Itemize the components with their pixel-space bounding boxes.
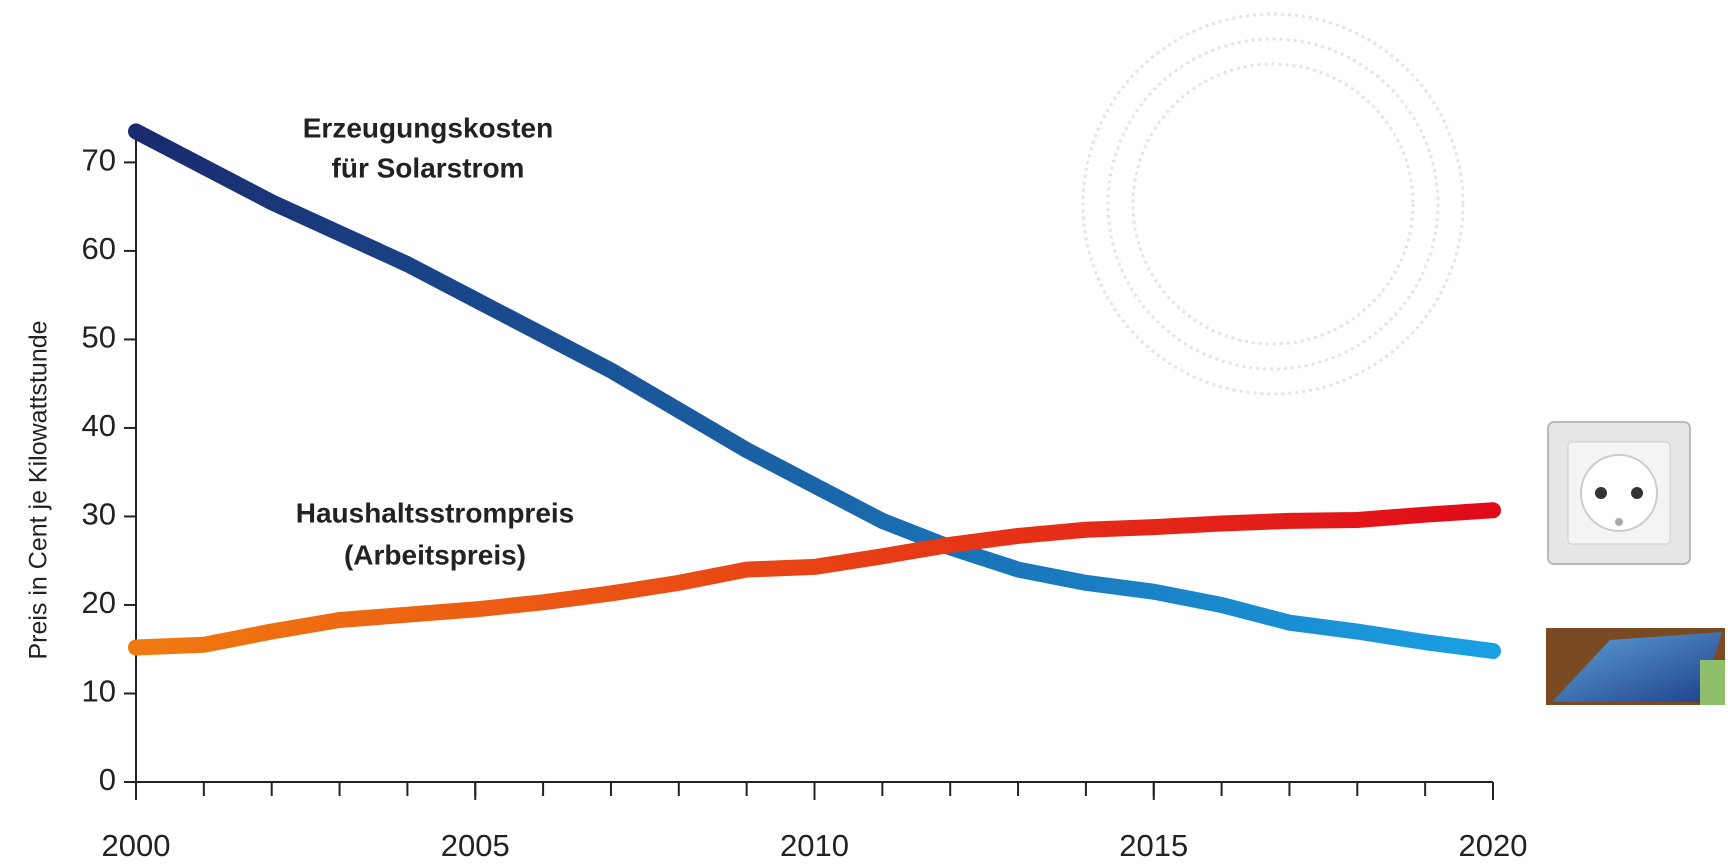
x-tick-label: 2020 [1459,828,1528,863]
series-label: (Arbeitspreis) [344,539,526,570]
series-line [128,123,1501,659]
sun-decoration [1081,12,1465,396]
series-label: Haushaltsstrompreis [296,497,575,528]
y-tick-label: 70 [82,143,116,178]
x-tick-label: 2015 [1119,828,1188,863]
y-axis-title: Preis in Cent je Kilowattstunde [25,320,53,659]
solar-roof-icon [1546,628,1725,705]
y-tick-label: 0 [99,762,116,797]
y-tick-label: 20 [82,585,116,620]
series-label: für Solarstrom [332,152,525,183]
x-tick-label: 2000 [102,828,171,863]
series-line [128,502,1501,656]
y-tick-label: 30 [82,497,116,532]
y-tick-label: 50 [82,320,116,355]
socket-icon [1547,421,1691,565]
y-tick-label: 10 [82,674,116,709]
y-tick-label: 60 [82,231,116,266]
x-tick-label: 2005 [441,828,510,863]
y-tick-label: 40 [82,408,116,443]
series-label: Erzeugungskosten [303,112,553,143]
x-tick-label: 2010 [780,828,849,863]
